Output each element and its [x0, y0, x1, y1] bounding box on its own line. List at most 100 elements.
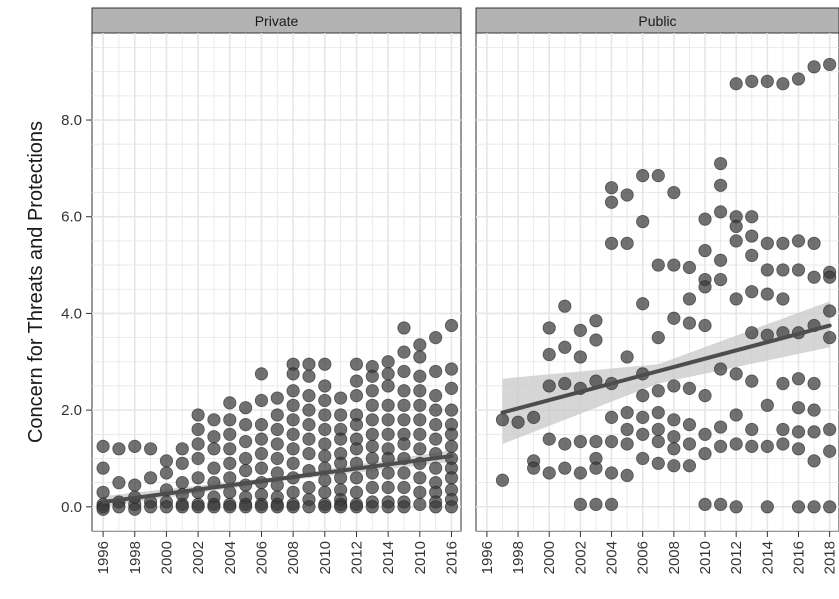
data-point [698, 212, 712, 226]
data-point [667, 311, 681, 325]
data-point [682, 418, 697, 432]
data-point [444, 362, 459, 376]
data-point [620, 236, 634, 250]
data-point [698, 497, 712, 512]
data-point [254, 447, 269, 461]
data-point [698, 280, 712, 294]
data-point [302, 418, 316, 432]
data-point [760, 287, 774, 301]
data-point [334, 408, 348, 422]
data-point [791, 372, 806, 386]
data-point [713, 272, 728, 287]
data-point [334, 456, 348, 470]
data-point [159, 466, 174, 480]
data-point [636, 297, 650, 311]
data-point [604, 195, 619, 209]
data-point [365, 500, 379, 514]
data-point [286, 485, 300, 499]
data-point [175, 456, 189, 470]
data-point [429, 418, 443, 432]
x-tick-label: 2004 [222, 541, 239, 574]
data-point [302, 432, 316, 446]
x-tick-label: 1998 [127, 541, 144, 574]
data-point [791, 72, 806, 86]
data-point [589, 333, 603, 347]
data-point [776, 422, 790, 437]
facet-panel-private: Private 1996 1998 2000 2002 2004 2006 2008 2010 2… [91, 7, 462, 574]
data-point [527, 461, 541, 475]
data-point [413, 427, 427, 441]
data-point [823, 444, 837, 458]
data-point [159, 454, 174, 468]
data-point [776, 437, 790, 451]
x-tick-label: 2010 [412, 541, 429, 574]
data-point [349, 500, 364, 514]
data-point [791, 263, 806, 277]
data-point [745, 439, 759, 453]
data-point [573, 350, 587, 364]
data-point [334, 471, 348, 485]
x-tick-label: 1996 [95, 541, 112, 574]
data-point [175, 476, 189, 490]
data-point [620, 437, 634, 451]
data-point [589, 461, 603, 475]
data-point [542, 379, 556, 393]
data-point [413, 369, 427, 383]
data-point [191, 422, 205, 437]
data-point [254, 500, 269, 514]
data-point [270, 422, 284, 437]
data-point [495, 413, 510, 427]
data-point [604, 497, 619, 512]
data-point [349, 485, 364, 499]
facet-strip [475, 7, 839, 34]
x-tick-label: 2016 [790, 541, 807, 574]
data-point [429, 364, 443, 379]
y-tick-label: 8.0 [61, 112, 82, 129]
data-point [713, 439, 728, 453]
data-point [191, 451, 205, 466]
data-point [270, 391, 284, 405]
data-point [444, 500, 459, 514]
data-point [429, 389, 443, 403]
data-point [254, 418, 269, 432]
data-point [444, 427, 459, 441]
data-point [96, 502, 110, 516]
data-point [239, 500, 253, 514]
data-point [791, 234, 806, 248]
data-point [349, 442, 364, 456]
data-point [223, 456, 237, 470]
data-point [128, 478, 142, 492]
data-point [651, 258, 665, 272]
data-point [760, 236, 774, 250]
data-point [729, 234, 743, 248]
data-point [318, 485, 332, 499]
data-point [397, 500, 411, 514]
data-point [604, 236, 619, 250]
x-tick-label: 2014 [759, 541, 776, 574]
data-point [318, 437, 332, 451]
x-tick-label: 2002 [190, 541, 207, 574]
x-tick-label: 2000 [158, 541, 175, 574]
data-point [365, 427, 379, 441]
data-point [318, 500, 332, 514]
data-point [698, 243, 712, 258]
data-point [807, 376, 821, 391]
data-point [682, 381, 697, 395]
data-point [620, 350, 634, 364]
data-point [270, 451, 284, 466]
x-tick-label: 2006 [635, 541, 652, 574]
data-point [620, 468, 634, 482]
data-point [349, 471, 364, 485]
data-point [573, 497, 587, 512]
x-tick-label: 2012 [728, 541, 745, 574]
data-point [776, 77, 790, 91]
data-point [558, 376, 572, 391]
data-point [791, 500, 806, 514]
x-tick-label: 2010 [697, 541, 714, 574]
data-point [223, 442, 237, 456]
data-point [365, 369, 379, 383]
data-point [823, 57, 837, 72]
data-point [302, 369, 316, 383]
data-point [760, 263, 774, 277]
data-point [286, 384, 300, 398]
